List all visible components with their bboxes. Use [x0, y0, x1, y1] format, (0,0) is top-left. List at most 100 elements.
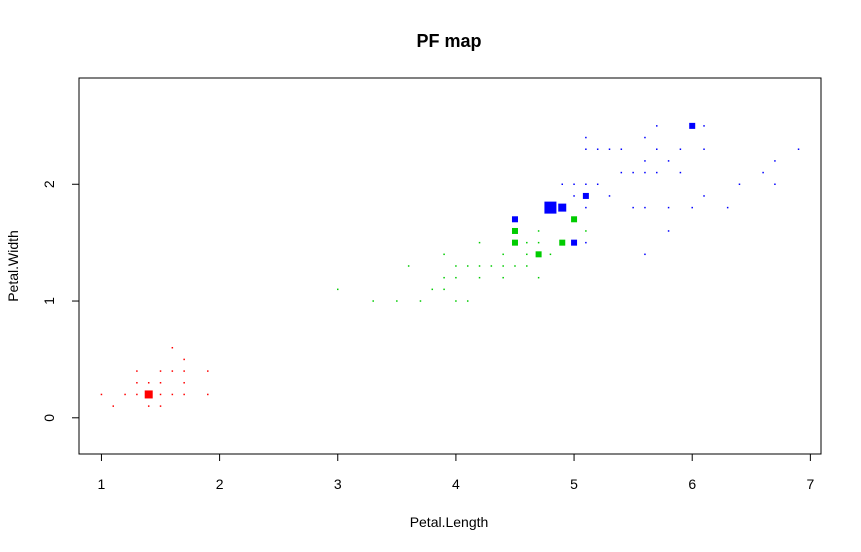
data-point	[183, 393, 185, 396]
data-point	[511, 239, 518, 246]
data-point	[585, 241, 587, 244]
data-point	[691, 206, 693, 209]
data-point	[407, 265, 410, 267]
data-point	[183, 358, 185, 361]
data-point	[608, 195, 611, 197]
x-tick-label: 5	[570, 476, 578, 492]
y-tick-label: 0	[41, 414, 57, 422]
chart-title: PF map	[416, 31, 481, 51]
data-point	[478, 276, 481, 279]
data-point	[689, 122, 696, 129]
x-tick-label: 2	[216, 476, 224, 492]
data-point	[544, 201, 557, 214]
data-point	[511, 216, 518, 223]
data-point	[159, 393, 162, 396]
data-point	[490, 265, 493, 267]
x-tick-label: 4	[452, 476, 460, 492]
data-point	[582, 192, 589, 199]
data-point	[644, 160, 646, 162]
data-point	[337, 288, 339, 291]
data-point	[573, 195, 575, 197]
data-point	[644, 206, 646, 209]
data-point	[171, 346, 174, 349]
data-point	[455, 300, 457, 302]
data-point	[774, 160, 776, 162]
data-point	[644, 136, 646, 139]
data-point	[585, 183, 587, 186]
data-point	[644, 171, 646, 174]
y-tick-label: 2	[41, 180, 57, 188]
data-point	[372, 300, 374, 302]
data-point	[537, 276, 540, 279]
data-point	[679, 148, 682, 150]
data-point	[136, 393, 138, 396]
data-point	[431, 288, 434, 291]
data-point	[526, 253, 528, 256]
x-tick-label: 6	[688, 476, 696, 492]
x-tick-label: 1	[98, 476, 106, 492]
data-point	[514, 265, 516, 267]
data-point	[596, 148, 599, 150]
data-point	[502, 253, 504, 256]
data-point	[396, 300, 398, 302]
data-point	[147, 405, 150, 407]
data-point	[679, 171, 682, 174]
data-point	[620, 148, 623, 150]
x-tick-label: 7	[806, 476, 814, 492]
data-point	[183, 370, 185, 372]
data-point	[585, 206, 587, 209]
x-tick-label: 3	[334, 476, 342, 492]
data-point	[535, 251, 542, 258]
data-point	[558, 203, 567, 212]
data-point	[455, 265, 457, 267]
data-point	[596, 183, 599, 186]
data-point	[608, 148, 611, 150]
data-point	[585, 136, 587, 139]
data-point	[656, 125, 658, 127]
data-point	[478, 241, 481, 244]
data-point	[667, 230, 670, 232]
data-point	[466, 265, 469, 267]
x-axis: 1 2 3 4 5 6 7	[98, 453, 814, 492]
data-point	[620, 171, 623, 174]
data-point	[171, 370, 174, 372]
data-point	[159, 370, 162, 372]
data-point	[726, 206, 729, 209]
data-point	[159, 405, 162, 407]
data-point	[443, 276, 445, 279]
data-point	[207, 370, 209, 372]
data-point	[526, 265, 528, 267]
data-point	[738, 183, 741, 186]
data-point	[632, 171, 634, 174]
data-point	[419, 300, 422, 302]
data-point	[585, 148, 587, 150]
plot-frame	[78, 77, 822, 455]
data-point	[144, 390, 153, 399]
data-point	[537, 230, 540, 232]
data-point	[537, 241, 540, 244]
data-point	[443, 253, 445, 256]
data-point	[656, 171, 658, 174]
data-point	[561, 183, 563, 186]
data-point	[100, 393, 103, 396]
data-point	[455, 276, 457, 279]
x-axis-label: Petal.Length	[410, 514, 489, 530]
data-point	[656, 148, 658, 150]
data-point	[774, 183, 776, 186]
data-point	[112, 405, 115, 407]
data-point	[797, 148, 800, 150]
data-point	[667, 160, 670, 162]
data-point	[703, 195, 705, 197]
data-point	[478, 265, 481, 267]
y-axis: 0 1 2	[41, 180, 80, 422]
data-point	[571, 216, 578, 223]
data-point	[466, 300, 469, 302]
data-point	[585, 230, 587, 232]
data-point	[443, 288, 445, 291]
data-point	[762, 171, 764, 174]
data-point	[632, 206, 634, 209]
data-point	[136, 382, 138, 384]
data-point	[183, 382, 185, 384]
data-point	[511, 227, 518, 234]
